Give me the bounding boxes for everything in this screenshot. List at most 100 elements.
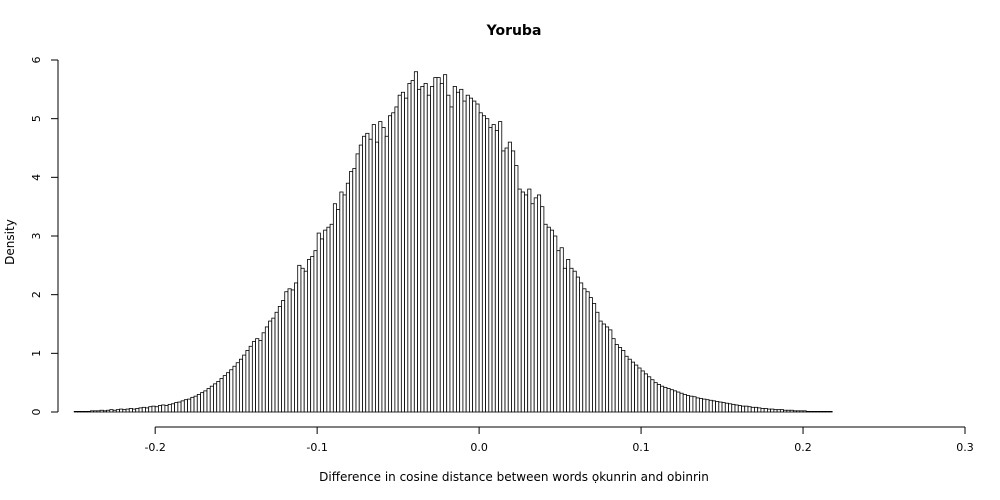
- histogram-bar: [686, 395, 691, 413]
- histogram-bar: [426, 94, 431, 413]
- chart-title: Yoruba: [486, 23, 542, 39]
- histogram-bar: [80, 411, 85, 413]
- histogram-bar: [355, 153, 360, 413]
- histogram-bar: [514, 165, 519, 413]
- histogram-bar: [734, 404, 739, 413]
- histogram-bar: [588, 297, 593, 413]
- histogram-bar: [303, 270, 308, 413]
- histogram-bar: [653, 382, 658, 413]
- histogram-bar: [138, 407, 143, 413]
- histogram-bar: [679, 392, 684, 413]
- histogram-bar: [614, 344, 619, 413]
- histogram-bar: [763, 408, 768, 413]
- histogram-bar: [164, 405, 169, 413]
- histogram-bar: [193, 395, 198, 413]
- histogram-bar: [527, 188, 532, 413]
- histogram-bar: [708, 399, 713, 413]
- histogram-bar: [358, 144, 363, 413]
- histogram-bar: [533, 197, 538, 413]
- histogram-bar: [145, 407, 150, 413]
- histogram-bar: [627, 358, 632, 413]
- histogram-bar: [618, 347, 623, 413]
- histogram-bar: [274, 311, 279, 413]
- histogram-bar: [621, 349, 626, 413]
- histogram-bar: [213, 383, 218, 413]
- y-tick-label: 5: [30, 115, 43, 122]
- histogram-bar: [524, 194, 529, 413]
- histogram-bar: [579, 282, 584, 413]
- histogram-bar: [605, 326, 610, 413]
- histogram-bar: [660, 385, 665, 413]
- histogram-bar: [96, 410, 101, 413]
- histogram-bar: [391, 112, 396, 413]
- histogram-bar: [776, 409, 781, 413]
- histogram-bar: [585, 291, 590, 413]
- histogram-bar: [475, 103, 480, 413]
- histogram-bar: [183, 399, 188, 413]
- histogram-bar: [485, 118, 490, 413]
- histogram-bar: [73, 411, 78, 413]
- histogram-bar: [420, 86, 425, 413]
- histogram-bar: [245, 349, 250, 413]
- histogram-bar: [446, 94, 451, 413]
- histogram-bar: [481, 115, 486, 413]
- histogram-bar: [468, 97, 474, 413]
- histogram-bar: [439, 83, 444, 413]
- histogram-bar: [251, 341, 257, 413]
- histogram-bar: [695, 397, 700, 413]
- histogram-bar: [643, 373, 648, 413]
- histogram-bar: [569, 267, 574, 413]
- histogram-bar: [394, 106, 399, 413]
- histogram-bar: [702, 398, 707, 413]
- x-axis-title: Difference in cosine distance between wo…: [319, 470, 709, 484]
- histogram-bar: [546, 226, 551, 413]
- histogram-bar: [783, 409, 788, 413]
- x-tick-label: 0.0: [470, 441, 488, 454]
- histogram-bar: [760, 408, 765, 413]
- histogram-bar: [310, 256, 315, 413]
- x-tick-label: -0.1: [306, 441, 327, 454]
- histogram-bar: [669, 389, 674, 413]
- histogram-bar: [601, 323, 606, 413]
- histogram-bar: [456, 91, 461, 413]
- histogram-bar: [511, 150, 516, 413]
- histogram-bar: [647, 376, 652, 413]
- histogram-bar: [86, 411, 91, 413]
- histogram-bar: [235, 362, 240, 413]
- y-tick-label: 3: [30, 233, 43, 240]
- histogram-bar: [106, 409, 111, 413]
- y-tick-label: 1: [30, 350, 43, 357]
- histogram-bar: [556, 250, 561, 413]
- histogram-bar: [187, 398, 192, 413]
- histogram-bar: [336, 209, 341, 413]
- histogram-bar: [754, 406, 759, 413]
- histogram-bar: [115, 409, 120, 413]
- histogram-bar: [277, 305, 282, 413]
- histogram-bar: [501, 150, 506, 413]
- histogram-bar: [530, 203, 535, 413]
- histogram-bar: [750, 406, 755, 413]
- histogram-bar: [802, 410, 807, 413]
- histogram-bar: [404, 97, 409, 413]
- histogram-bar: [300, 267, 305, 413]
- histogram-bar: [83, 411, 88, 413]
- x-tick-label: 0.1: [632, 441, 650, 454]
- histogram-bar: [222, 375, 227, 413]
- histogram-bar: [151, 405, 156, 413]
- histogram-bar: [650, 379, 655, 413]
- x-tick-label: 0.2: [794, 441, 812, 454]
- histogram-bar: [507, 141, 512, 413]
- histogram-bar: [206, 388, 211, 413]
- histogram-bar: [809, 411, 814, 413]
- histogram-bar: [77, 411, 82, 413]
- histogram-bar: [666, 388, 671, 413]
- histogram-bar: [170, 403, 176, 413]
- histogram-bar: [572, 270, 577, 413]
- histogram-bar: [271, 317, 276, 413]
- histogram-bar: [99, 409, 104, 413]
- histogram-bar: [242, 354, 247, 413]
- histogram-bar: [216, 381, 221, 413]
- histogram-bar: [375, 141, 380, 413]
- histogram-bar: [698, 398, 704, 413]
- histogram-bar: [209, 385, 214, 413]
